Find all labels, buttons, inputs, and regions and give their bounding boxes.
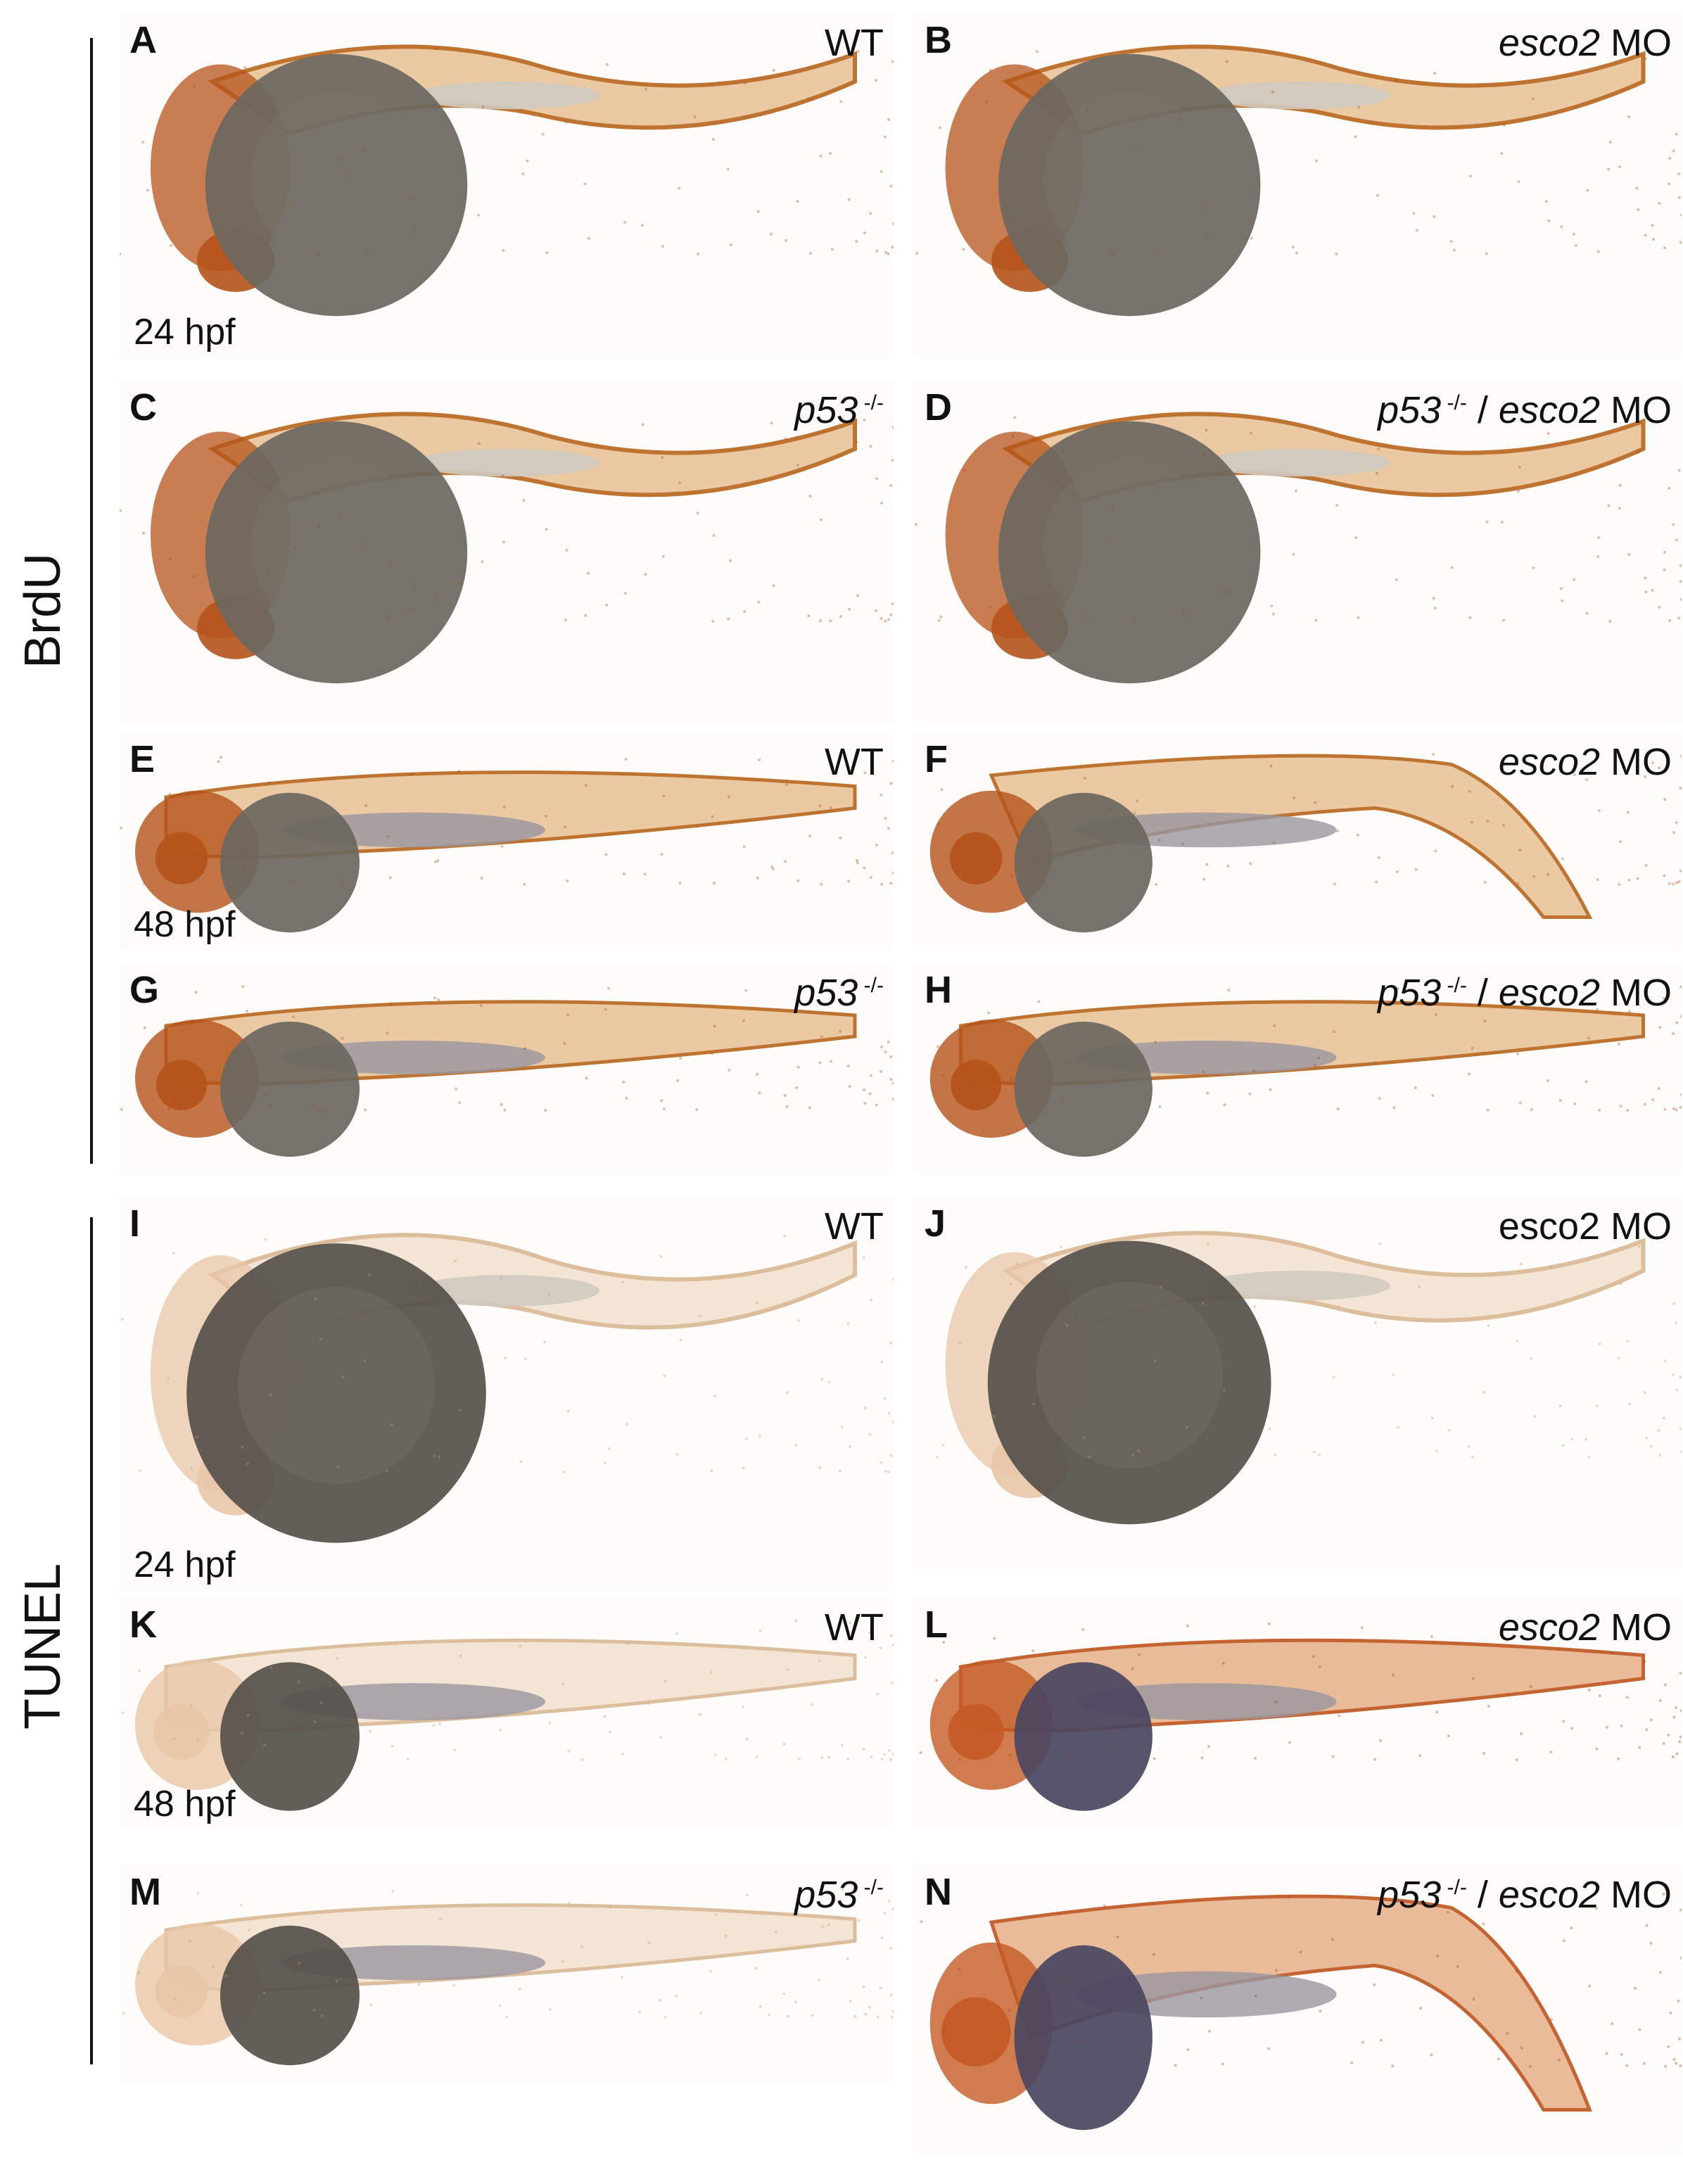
panel-letter: D [925, 386, 952, 428]
stage-label: 24 hpf [134, 312, 236, 353]
panel-letter: I [129, 1202, 141, 1245]
condition-label: esco2 MO [1498, 22, 1672, 64]
panel-i: I WT 24 hpf [120, 1196, 894, 1590]
panel-letter: K [129, 1604, 157, 1646]
panel-letter: F [925, 738, 948, 780]
panel-letter: J [925, 1202, 946, 1245]
embryo-image [920, 1893, 1682, 2131]
panel-letter: G [129, 969, 160, 1011]
brdu-section-label: BrdU [15, 552, 71, 668]
stage-label: 48 hpf [134, 904, 236, 945]
panel-e: E WT 48 hpf [120, 732, 894, 950]
condition-label: WT [825, 1606, 884, 1649]
panel-letter: M [129, 1871, 161, 1913]
tunel-section-label: TUNEL [15, 1563, 71, 1730]
embryo-image [915, 44, 1682, 317]
panel-k: K WT 48 hpf [120, 1597, 894, 1829]
condition-label: WT [825, 22, 884, 64]
condition-label: p53 -/- [794, 972, 884, 1014]
embryo-image [120, 985, 894, 1157]
panel-letter: A [129, 19, 157, 61]
panel-letter: E [129, 738, 155, 780]
panel-letter: B [925, 19, 952, 61]
embryo-image [120, 412, 894, 684]
condition-label: esco2 MO [1498, 1606, 1672, 1649]
embryo-image [915, 412, 1682, 684]
tunel-section-bar [90, 1217, 93, 2064]
brdu-section-bar [90, 38, 93, 1164]
embryo-image [919, 1622, 1682, 1811]
condition-label: WT [825, 741, 884, 783]
embryo-image [120, 1233, 894, 1543]
condition-label: p53 -/- / esco2 MO [1378, 1874, 1672, 1916]
panel-a: A WT 24 hpf [120, 13, 894, 357]
embryo-image [929, 985, 1682, 1157]
condition-label: p53 -/- [794, 389, 884, 431]
stage-label: 24 hpf [134, 1544, 236, 1585]
condition-label: p53 -/- / esco2 MO [1378, 972, 1672, 1014]
condition-label: p53 -/- [794, 1874, 884, 1916]
embryo-image [935, 1231, 1682, 1525]
condition-label: esco2 MO [1498, 1205, 1672, 1247]
panel-letter: N [925, 1871, 952, 1913]
embryo-image [120, 756, 894, 933]
panel-letter: C [129, 386, 157, 428]
panel-letter: H [925, 969, 952, 1011]
embryo-image [929, 752, 1682, 933]
stage-label: 48 hpf [134, 1784, 236, 1824]
embryo-image [121, 1619, 894, 1811]
condition-label: p53 -/- / esco2 MO [1378, 389, 1672, 431]
condition-label: esco2 MO [1498, 741, 1672, 783]
condition-label: WT [825, 1205, 884, 1247]
panel-letter: L [925, 1604, 948, 1646]
embryo-image [122, 1888, 894, 2066]
embryo-image [120, 44, 894, 317]
